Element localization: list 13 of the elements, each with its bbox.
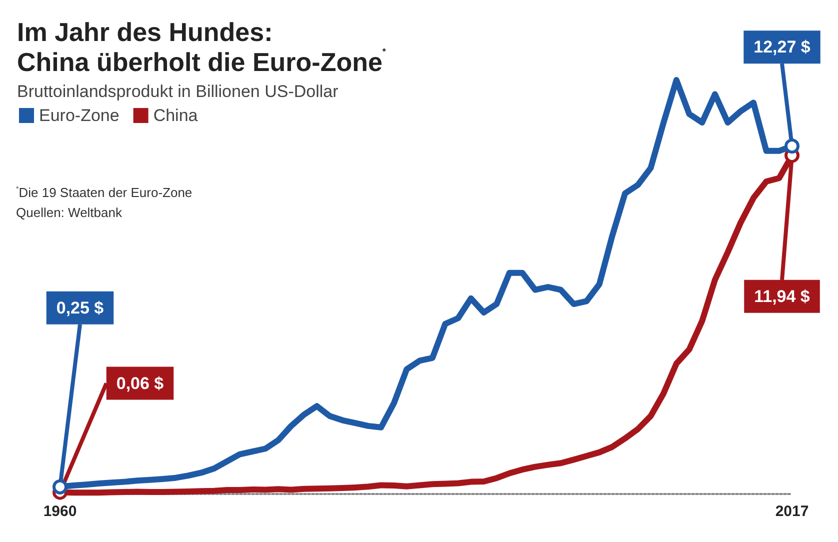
chart-title: Im Jahr des Hundes: China überholt die Euro-Zone*: [17, 17, 386, 77]
data-label: 12,27 $: [754, 38, 811, 57]
data-label: 0,25 $: [56, 298, 104, 318]
data-label: 11,94 $: [754, 286, 810, 306]
point: [784, 138, 800, 154]
x-tick-label: 2017: [775, 503, 809, 520]
data-label: 0,06 $: [116, 374, 164, 393]
chart-subtitle: Bruttoinlandsprodukt in Billionen US-Dollar: [17, 82, 339, 101]
point: [52, 479, 68, 494]
x-tick-label: 1960: [43, 503, 77, 520]
annotation: Quellen: Weltbank: [16, 205, 122, 220]
legend-label: Euro-Zone: [39, 106, 120, 125]
legend-label: China: [153, 106, 198, 125]
